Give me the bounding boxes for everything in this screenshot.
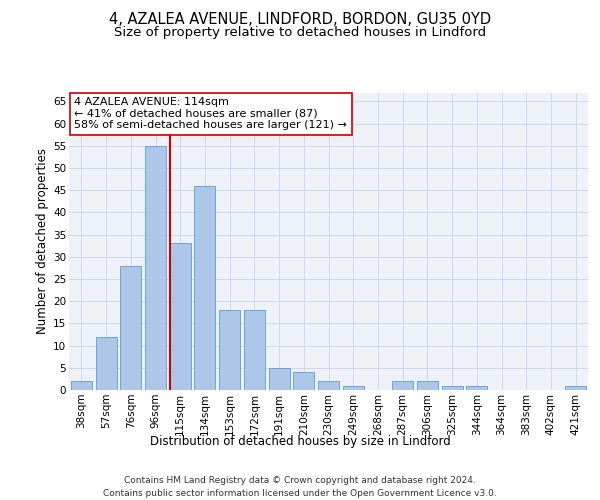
Text: 4, AZALEA AVENUE, LINDFORD, BORDON, GU35 0YD: 4, AZALEA AVENUE, LINDFORD, BORDON, GU35… bbox=[109, 12, 491, 28]
Bar bbox=[244, 310, 265, 390]
Bar bbox=[120, 266, 141, 390]
Bar bbox=[466, 386, 487, 390]
Bar bbox=[170, 244, 191, 390]
Bar bbox=[71, 381, 92, 390]
Bar bbox=[145, 146, 166, 390]
Bar bbox=[565, 386, 586, 390]
Bar bbox=[219, 310, 240, 390]
Bar bbox=[194, 186, 215, 390]
Bar bbox=[392, 381, 413, 390]
Bar bbox=[318, 381, 339, 390]
Bar bbox=[293, 372, 314, 390]
Bar bbox=[442, 386, 463, 390]
Text: Distribution of detached houses by size in Lindford: Distribution of detached houses by size … bbox=[149, 435, 451, 448]
Text: Contains HM Land Registry data © Crown copyright and database right 2024.
Contai: Contains HM Land Registry data © Crown c… bbox=[103, 476, 497, 498]
Text: 4 AZALEA AVENUE: 114sqm
← 41% of detached houses are smaller (87)
58% of semi-de: 4 AZALEA AVENUE: 114sqm ← 41% of detache… bbox=[74, 97, 347, 130]
Bar bbox=[269, 368, 290, 390]
Text: Size of property relative to detached houses in Lindford: Size of property relative to detached ho… bbox=[114, 26, 486, 39]
Bar bbox=[417, 381, 438, 390]
Bar bbox=[343, 386, 364, 390]
Bar bbox=[95, 336, 116, 390]
Y-axis label: Number of detached properties: Number of detached properties bbox=[36, 148, 49, 334]
